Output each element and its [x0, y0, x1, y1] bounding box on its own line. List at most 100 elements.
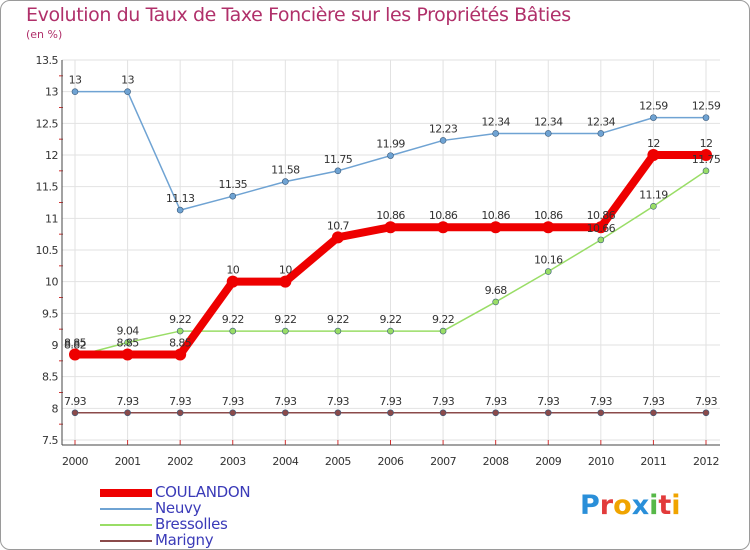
data-label-coulandon: 10.86: [534, 209, 563, 222]
logo-letter: o: [613, 490, 632, 521]
data-point-marigny: [544, 409, 552, 417]
data-label-bressolles: 9.04: [117, 324, 140, 337]
data-label-neuvy: 13: [121, 74, 134, 87]
x-tick-label: 2007: [430, 455, 456, 468]
data-label-bressolles: 9.22: [327, 313, 349, 326]
series-coulandon: [69, 149, 712, 361]
data-label-bressolles: 11.19: [639, 188, 668, 201]
data-label-neuvy: 11.75: [324, 153, 353, 166]
data-point-coulandon: [226, 275, 239, 288]
data-label-coulandon: 8.85: [169, 337, 192, 350]
x-tick-label: 2012: [693, 455, 719, 468]
data-point-coulandon: [384, 221, 397, 234]
x-tick-label: 2002: [167, 455, 193, 468]
data-label-coulandon: 10.86: [587, 209, 616, 222]
x-tick-label: 2004: [272, 455, 298, 468]
data-label-bressolles: 9.68: [485, 284, 508, 297]
data-point-marigny: [229, 409, 237, 417]
data-point-coulandon: [594, 221, 607, 234]
y-tick-label: 13: [45, 86, 58, 99]
data-point-coulandon: [174, 348, 187, 361]
data-label-neuvy: 12.59: [692, 100, 721, 113]
chart-subtitle: (en %): [26, 28, 63, 41]
data-label-neuvy: 12.23: [429, 122, 458, 135]
data-point-marigny: [124, 409, 131, 417]
data-point-bressolles: [176, 327, 184, 335]
data-label-neuvy: 12.59: [639, 100, 668, 113]
grid: [62, 59, 720, 441]
data-label-marigny: 7.93: [222, 395, 245, 408]
proxiti-logo: Proxiti: [580, 490, 681, 521]
data-point-marigny: [334, 409, 342, 417]
data-point-marigny: [282, 409, 289, 417]
data-label-marigny: 7.93: [169, 395, 192, 408]
data-point-marigny: [650, 409, 657, 417]
x-tick-label: 2011: [640, 455, 666, 468]
y-tick-label: 11: [45, 212, 58, 225]
data-label-marigny: 7.93: [432, 395, 455, 408]
data-label-coulandon: 8.85: [64, 337, 87, 350]
data-point-neuvy: [702, 114, 710, 121]
data-point-coulandon: [331, 231, 344, 244]
y-tick-label: 12: [45, 149, 58, 162]
data-label-coulandon: 12: [647, 137, 660, 150]
data-label-bressolles: 9.22: [222, 313, 244, 326]
axes: 7.5 8 8.5 9 9.5 10 10.5 11 11.5 12 12.5 13 13.5 2000 2…: [36, 54, 720, 468]
data-label-marigny: 7.93: [590, 395, 613, 408]
data-point-bressolles: [387, 327, 394, 335]
data-point-bressolles: [544, 268, 552, 275]
data-label-marigny: 7.93: [379, 395, 402, 408]
y-tick-label: 7.5: [42, 434, 58, 447]
data-point-bressolles: [229, 327, 237, 335]
data-point-bressolles: [597, 236, 605, 244]
data-label-bressolles: 8.82: [64, 338, 86, 351]
data-point-marigny: [702, 409, 710, 417]
data-label-bressolles: 9.22: [169, 313, 191, 326]
legend-swatch: [100, 540, 152, 542]
legend-swatch: [100, 508, 152, 510]
data-point-bressolles: [439, 327, 447, 335]
data-point-marigny: [176, 409, 184, 417]
y-tick-label: 8.5: [42, 371, 58, 384]
data-point-neuvy: [71, 88, 79, 95]
data-point-neuvy: [492, 130, 499, 137]
data-label-coulandon: 10.86: [429, 209, 458, 222]
x-tick-label: 2009: [535, 455, 561, 468]
legend-label: COULANDON: [155, 483, 251, 501]
data-point-neuvy: [387, 152, 394, 159]
data-point-neuvy: [439, 137, 447, 144]
x-tick-label: 2010: [588, 455, 614, 468]
legend-swatch: [100, 489, 152, 497]
x-tick-label: 2001: [115, 455, 141, 468]
data-point-marigny: [439, 409, 447, 417]
logo-letter: t: [658, 490, 672, 521]
data-label-neuvy: 11.13: [166, 192, 195, 205]
x-tick-label: 2005: [325, 455, 351, 468]
data-point-bressolles: [492, 298, 499, 306]
data-label-marigny: 7.93: [274, 395, 297, 408]
y-tick-label: 9: [52, 339, 59, 352]
data-label-bressolles: 9.22: [432, 313, 454, 326]
data-label-neuvy: 12.34: [534, 115, 563, 128]
data-point-neuvy: [597, 130, 605, 137]
data-point-coulandon: [700, 149, 712, 161]
data-label-marigny: 7.93: [485, 395, 508, 408]
data-point-bressolles: [282, 327, 289, 335]
data-label-marigny: 7.93: [642, 395, 665, 408]
data-label-neuvy: 12.34: [481, 115, 510, 128]
data-point-marigny: [597, 409, 605, 417]
data-label-bressolles: 10.16: [534, 254, 563, 267]
data-label-bressolles: 9.22: [274, 313, 296, 326]
data-point-coulandon: [647, 149, 660, 161]
data-point-marigny: [71, 409, 79, 417]
y-tick-label: 13.5: [36, 54, 59, 67]
logo-letter: i: [671, 490, 681, 521]
data-point-neuvy: [650, 114, 657, 121]
y-tick-label: 10.5: [36, 244, 59, 257]
data-point-neuvy: [229, 192, 237, 200]
data-label-bressolles: 11.75: [692, 153, 721, 166]
data-point-neuvy: [544, 130, 552, 137]
legend-swatch: [100, 524, 152, 526]
logo-letter: P: [580, 490, 600, 521]
